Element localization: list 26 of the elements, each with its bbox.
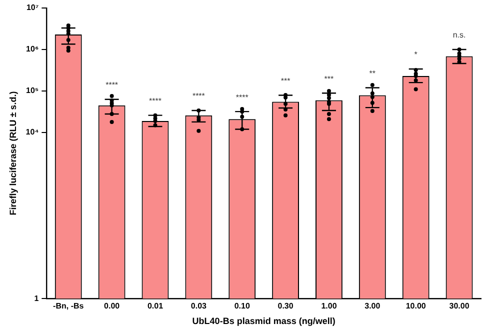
x-axis-title: UbL40-Bs plasmid mass (ng/well) bbox=[192, 316, 336, 326]
x-tick-label: 3.00 bbox=[364, 302, 381, 311]
annotation: **** bbox=[236, 92, 248, 102]
y-axis-title: Firefly luciferase (RLU ± s.d.) bbox=[8, 91, 18, 216]
x-tick-label: 0.03 bbox=[190, 302, 208, 311]
annotation: ** bbox=[369, 68, 376, 78]
x-tick-label: 10.00 bbox=[406, 302, 426, 311]
x-tick-label: 30.00 bbox=[449, 302, 470, 311]
annotation: *** bbox=[280, 76, 290, 86]
annotation: **** bbox=[192, 92, 205, 101]
y-tick-label: 10⁷ bbox=[26, 3, 39, 12]
y-tick-label: 10⁴ bbox=[26, 128, 39, 137]
x-tick-label: 0.00 bbox=[104, 302, 120, 311]
x-tick-label: 0.10 bbox=[234, 302, 250, 311]
x-tick-label: -Bn, -Bs bbox=[53, 302, 84, 311]
x-tick-label: 1.00 bbox=[321, 302, 338, 311]
annotation: **** bbox=[106, 80, 118, 90]
annotation: * bbox=[414, 50, 418, 60]
y-tick-label: 10⁵ bbox=[26, 86, 39, 96]
annotation: **** bbox=[149, 96, 162, 106]
x-tick-label: 0.01 bbox=[147, 302, 164, 311]
y-tick-label: 10⁶ bbox=[26, 44, 39, 54]
x-tick-label: 0.30 bbox=[278, 302, 294, 311]
annotation: *** bbox=[324, 74, 334, 84]
y-tick-label: 1 bbox=[34, 294, 40, 303]
annotation: n.s. bbox=[452, 30, 466, 40]
